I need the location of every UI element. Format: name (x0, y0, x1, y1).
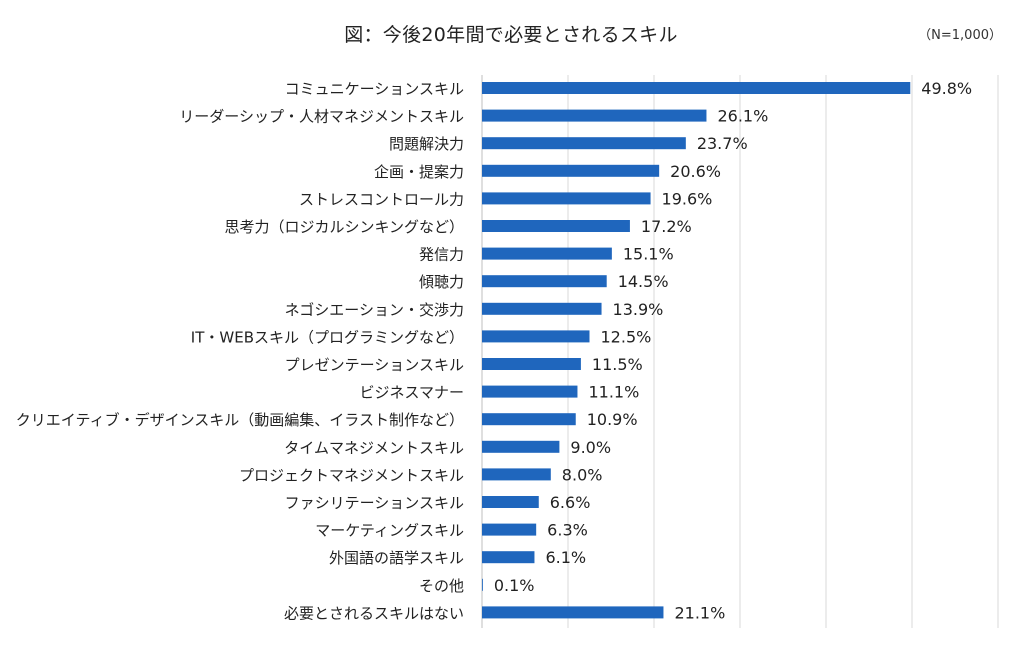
category-label: 外国語の語学スキル (329, 549, 464, 567)
bar (482, 496, 539, 508)
category-label: ネゴシエーション・交渉力 (285, 301, 464, 319)
category-label: クリエイティブ・デザインスキル（動画編集、イラスト制作など） (16, 411, 464, 429)
category-label: 企画・提案力 (374, 163, 464, 181)
sample-size-note: （N=1,000） (918, 28, 1002, 43)
category-label: 必要とされるスキルはない (284, 604, 464, 622)
data-label: 21.1% (674, 603, 725, 622)
data-label: 0.1% (494, 576, 535, 595)
data-label: 19.6% (662, 189, 713, 208)
category-label: マーケティングスキル (315, 522, 464, 540)
category-label: プレゼンテーションスキル (285, 356, 464, 374)
data-label: 6.1% (545, 548, 586, 567)
bar (482, 247, 612, 260)
category-label: 発信力 (419, 246, 464, 264)
data-label: 6.6% (550, 493, 591, 512)
bar (482, 551, 535, 564)
category-label: タイムマネジメントスキル (284, 439, 464, 457)
bar (482, 385, 578, 398)
category-label: プロジェクトマネジメントスキル (239, 466, 464, 484)
category-label: ストレスコントロール力 (299, 190, 464, 208)
data-label: 11.1% (588, 383, 639, 402)
bar (482, 192, 651, 205)
bar (482, 468, 551, 481)
data-label: 9.0% (570, 438, 611, 457)
bar (482, 164, 660, 177)
category-label: リーダーシップ・人材マネジメントスキル (179, 108, 464, 126)
category-label: その他 (419, 577, 464, 595)
data-label: 20.6% (670, 162, 721, 181)
category-label: ビジネスマナー (359, 384, 464, 402)
category-label: 思考力（ロジカルシンキングなど） (224, 218, 464, 236)
data-label: 10.9% (587, 410, 638, 429)
data-label: 15.1% (623, 245, 674, 264)
category-label: ファシリテーションスキル (285, 494, 464, 512)
data-label: 6.3% (547, 521, 588, 540)
bar (482, 302, 602, 315)
bar (482, 109, 707, 122)
data-label: 12.5% (601, 327, 652, 346)
bar (482, 413, 576, 426)
data-label: 17.2% (641, 217, 692, 236)
bar (482, 523, 537, 536)
chart-title: 図：今後20年間で必要とされるスキル (344, 24, 678, 46)
bar (482, 440, 560, 453)
data-label: 49.8% (921, 79, 972, 98)
category-label: 傾聴力 (419, 273, 464, 291)
data-label: 11.5% (592, 355, 643, 374)
gridlines (481, 75, 999, 628)
category-label: 問題解決力 (389, 135, 464, 153)
data-label: 23.7% (697, 134, 748, 153)
data-label: 14.5% (618, 272, 669, 291)
bar (482, 220, 630, 232)
data-label: 8.0% (562, 465, 603, 484)
category-label: コミュニケーションスキル (285, 80, 464, 98)
bar (482, 137, 686, 150)
data-label: 26.1% (717, 107, 768, 126)
data-label: 13.9% (613, 300, 664, 319)
bar (482, 275, 607, 288)
bar (482, 606, 664, 619)
bar (482, 578, 483, 591)
bar (482, 330, 590, 343)
bar (482, 82, 911, 94)
bar (482, 358, 581, 370)
category-label: IT・WEBスキル（プログラミングなど） (191, 328, 464, 346)
